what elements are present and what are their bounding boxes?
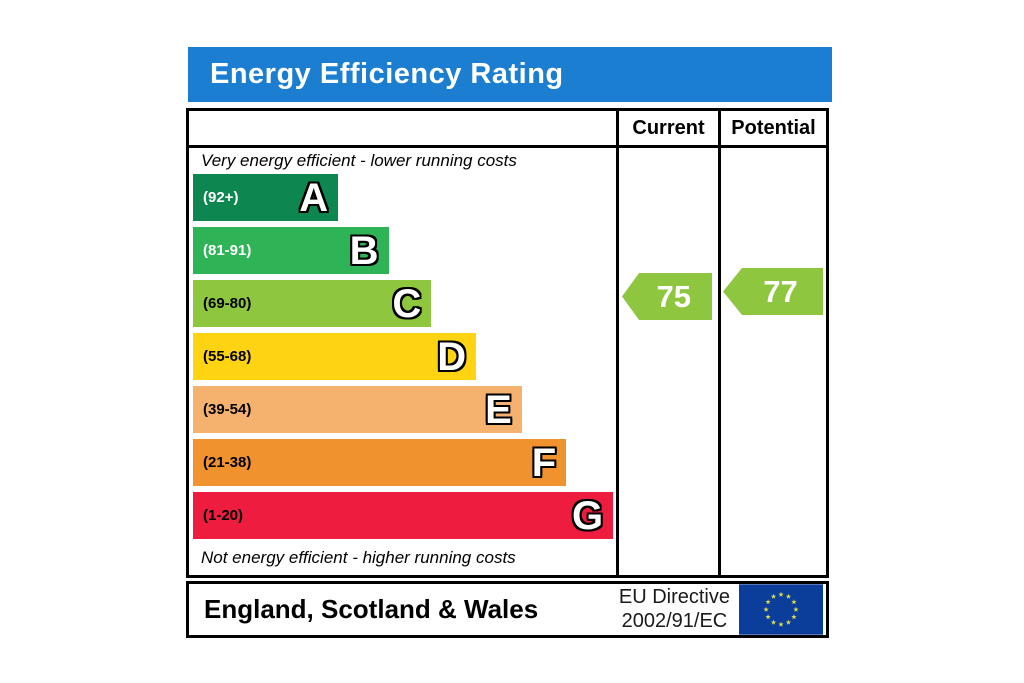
column-header-current: Current	[619, 111, 721, 145]
caption-not-efficient: Not energy efficient - higher running co…	[201, 548, 516, 567]
band-c-range: (69-80)	[203, 295, 252, 312]
band-d-range: (55-68)	[203, 348, 252, 365]
band-f-letter: F	[531, 440, 557, 485]
band-g-range: (1-20)	[203, 507, 244, 524]
table-header-row: Current Potential	[189, 111, 826, 148]
band-a-letter: A	[299, 175, 329, 220]
eu-directive-text: EU Directive 2002/91/EC	[619, 586, 730, 633]
band-row-c: (69-80) C	[189, 280, 616, 327]
current-rating-arrow: 75	[622, 273, 712, 320]
band-row-a: (92+) A	[189, 174, 616, 221]
band-f: (21-38) F	[193, 439, 567, 486]
band-b-letter: B	[349, 228, 379, 273]
current-column: 75	[619, 148, 721, 575]
potential-rating-arrow: 77	[723, 268, 823, 315]
band-row-d: (55-68) D	[189, 333, 616, 380]
table-body: Very energy efficient - lower running co…	[189, 148, 826, 575]
bands-column: Very energy efficient - lower running co…	[189, 148, 619, 575]
band-e: (39-54) E	[193, 386, 522, 433]
eu-flag-icon	[739, 584, 823, 635]
chart-title: Energy Efficiency Rating	[210, 58, 564, 90]
rating-table: Current Potential Very energy efficient …	[186, 108, 829, 578]
eu-directive-line2: 2002/91/EC	[621, 609, 728, 632]
chart-title-bar: Energy Efficiency Rating	[188, 47, 832, 102]
potential-rating-value: 77	[763, 273, 798, 309]
energy-efficiency-rating-chart: Energy Efficiency Rating Current Potenti…	[186, 47, 832, 638]
band-c: (69-80) C	[193, 280, 432, 327]
band-row-g: (1-20) G	[189, 492, 616, 539]
eu-directive-line1: EU Directive	[618, 585, 730, 608]
band-g: (1-20) G	[193, 492, 614, 539]
band-row-f: (21-38) F	[189, 439, 616, 486]
current-rating-value: 75	[656, 278, 691, 314]
band-a: (92+) A	[193, 174, 339, 221]
band-b-range: (81-91)	[203, 242, 252, 259]
potential-column: 77	[721, 148, 826, 575]
band-c-letter: C	[392, 281, 422, 326]
band-e-letter: E	[485, 387, 512, 432]
band-row-b: (81-91) B	[189, 227, 616, 274]
band-f-range: (21-38)	[203, 454, 252, 471]
band-d-letter: D	[437, 334, 467, 379]
chart-footer: England, Scotland & Wales EU Directive 2…	[186, 581, 829, 638]
header-spacer-cell	[189, 111, 619, 145]
band-d: (55-68) D	[193, 333, 477, 380]
band-row-e: (39-54) E	[189, 386, 616, 433]
band-g-letter: G	[572, 493, 604, 538]
column-header-potential: Potential	[731, 116, 816, 139]
band-b: (81-91) B	[193, 227, 389, 274]
caption-very-efficient: Very energy efficient - lower running co…	[201, 151, 517, 170]
band-a-range: (92+)	[203, 189, 239, 206]
footer-region-label: England, Scotland & Wales	[204, 594, 539, 624]
band-e-range: (39-54)	[203, 401, 252, 418]
